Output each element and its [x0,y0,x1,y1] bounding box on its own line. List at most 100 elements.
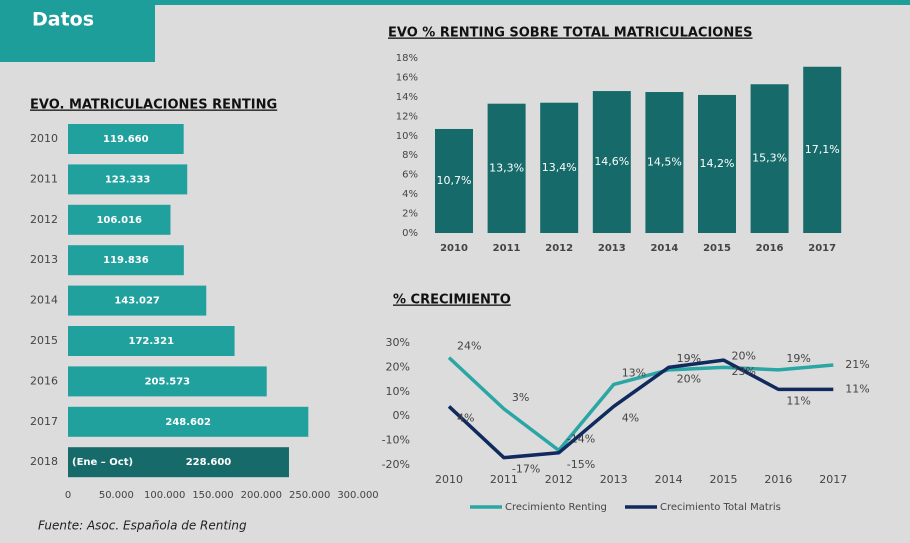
x-tick-label: 2010 [435,473,463,486]
series-line [447,356,834,453]
value-label: 14,6% [594,155,629,168]
header-box [0,0,155,62]
legend-label: Crecimiento Total Matris [660,502,781,513]
bar [68,366,267,397]
value-label: 248.602 [165,417,211,428]
y-tick-label: 10% [396,131,418,142]
y-tick-label: 2017 [30,415,58,428]
value-label: 14,2% [700,157,735,170]
value-label: 24% [457,340,481,353]
y-tick-label: 0% [393,409,410,422]
value-label: 228.600 [186,457,232,468]
y-tick-label: 4% [402,189,418,200]
y-tick-label: 2014 [30,294,58,307]
legend-label: Crecimiento Renting [505,502,607,513]
value-label: 21% [845,358,869,371]
y-tick-label: 6% [402,170,418,181]
bar [592,91,631,233]
x-tick-label: 2010 [440,243,468,254]
value-label: 143.027 [114,296,160,307]
x-tick-label: 200.000 [241,490,282,501]
x-tick-label: 250.000 [289,490,330,501]
value-label: 19% [786,352,810,365]
bar [68,326,235,356]
bar [68,406,309,437]
value-label: 17,1% [805,143,840,156]
y-tick-label: -10% [382,434,410,447]
y-tick-label: 16% [396,72,418,83]
x-tick-label: 2016 [756,243,784,254]
bar [68,204,171,235]
value-label: 19% [677,352,701,365]
bar [435,128,473,233]
x-tick-label: 2011 [493,243,521,254]
value-label: 13,3% [489,161,524,174]
bar [68,447,289,478]
x-tick-label: 50.000 [99,490,134,501]
chart-title: EVO % RENTING SOBRE TOTAL MATRICULACIONE… [388,26,752,41]
value-label: 14,5% [647,156,682,169]
x-tick-label: 2016 [764,473,792,486]
value-label: 20% [677,372,701,385]
value-label: 106.016 [96,215,142,226]
value-label: 10,7% [437,174,472,187]
x-tick-label: 100.000 [144,490,185,501]
bar [68,285,207,316]
value-label: 11% [845,382,869,395]
y-tick-label: 18% [396,53,418,64]
y-tick-label: 2018 [30,455,58,468]
x-tick-label: 2012 [545,473,573,486]
bar [68,245,184,276]
x-tick-label: 2014 [655,473,683,486]
y-tick-label: 20% [386,360,410,373]
x-tick-label: 0 [65,490,71,501]
header: Datos [32,9,94,31]
y-tick-label: 14% [396,92,418,103]
y-tick-label: 0% [402,228,418,239]
y-tick-label: 2016 [30,374,58,387]
y-tick-label: 2011 [30,172,58,185]
x-tick-label: 2013 [600,473,628,486]
value-label: 13,4% [542,161,577,174]
value-label: 123.333 [105,174,151,185]
y-tick-label: 10% [386,385,410,398]
y-tick-label: -20% [382,458,410,471]
y-tick-label: 2013 [30,253,58,266]
x-tick-label: 2015 [703,243,731,254]
bar [750,84,789,233]
value-label: 205.573 [145,376,191,387]
value-label: 11% [786,394,810,407]
y-tick-label: 8% [402,150,418,161]
value-label: 119.660 [103,134,149,145]
x-tick-label: 2017 [819,473,847,486]
x-tick-label: 300.000 [337,490,378,501]
value-label: 4% [622,411,639,424]
y-tick-label: 30% [386,336,410,349]
bar [698,94,736,233]
y-tick-label: 2010 [30,132,58,145]
bar [540,102,579,233]
bar [68,164,188,195]
x-tick-label: 2014 [650,243,678,254]
x-tick-label: 2011 [490,473,518,486]
annotation: (Ene – Oct) [72,457,133,468]
series-line [447,358,834,460]
x-tick-label: 2017 [808,243,836,254]
top-band [155,0,910,5]
y-tick-label: 12% [396,111,418,122]
chart-title: % CRECIMIENTO [393,293,511,308]
bar [803,66,842,233]
value-label: 119.836 [103,255,149,266]
y-tick-label: 2015 [30,334,58,347]
value-label: -15% [567,458,595,471]
source: Fuente: Asoc. Española de Renting [38,519,247,533]
value-label: 23% [732,365,756,378]
value-label: 4% [457,411,474,424]
bar [645,92,684,234]
value-label: 3% [512,391,529,404]
x-tick-label: 2015 [710,473,738,486]
value-label: 13% [622,366,646,379]
value-label: -17% [512,463,540,476]
